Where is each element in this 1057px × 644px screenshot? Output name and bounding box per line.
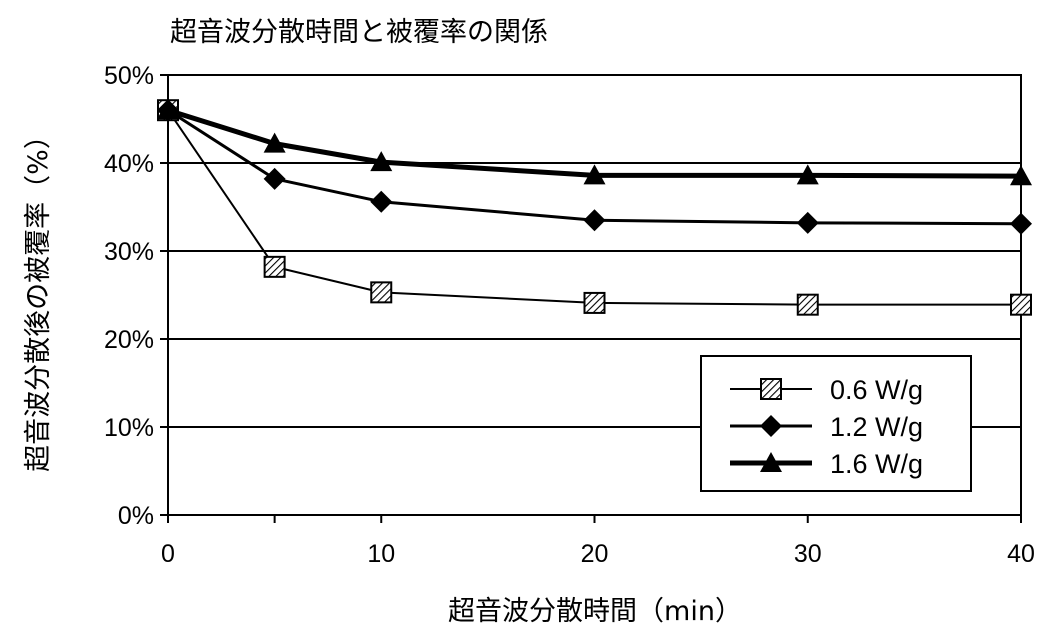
y-tick-label: 10% xyxy=(104,414,154,442)
data-point xyxy=(263,132,286,153)
series-line xyxy=(167,107,1022,179)
legend-label: 1.2 W/g xyxy=(830,412,923,442)
data-point xyxy=(583,291,606,314)
series-layer xyxy=(157,99,1032,316)
x-tick-label: 30 xyxy=(794,540,822,568)
legend-item: 1.6 W/g xyxy=(730,449,923,479)
data-point xyxy=(1010,293,1032,316)
data-point xyxy=(263,255,286,278)
legend-marker xyxy=(760,415,782,437)
legend-label: 1.6 W/g xyxy=(830,449,923,479)
data-point xyxy=(583,164,606,185)
data-point xyxy=(796,211,819,234)
x-axis-label: 超音波分散時間（min） xyxy=(448,596,742,627)
y-tick-labels: 0% 10% 20% 30% 40% 50% xyxy=(104,62,154,530)
data-point xyxy=(1010,212,1032,235)
series-2 xyxy=(157,99,1032,186)
legend-item: 1.2 W/g xyxy=(730,412,923,442)
data-point xyxy=(1010,165,1032,186)
y-tick-label: 30% xyxy=(104,238,154,266)
data-point xyxy=(583,209,606,232)
series-line xyxy=(167,109,1021,306)
x-tick-label: 0 xyxy=(161,540,175,568)
data-point xyxy=(796,293,819,316)
y-tick-label: 20% xyxy=(104,326,154,354)
series-0 xyxy=(157,99,1032,316)
data-point xyxy=(157,99,179,120)
legend-label: 0.6 W/g xyxy=(830,375,923,405)
legend-box xyxy=(700,355,972,492)
y-tick-label: 0% xyxy=(118,502,154,530)
y-tick-label: 50% xyxy=(104,62,154,90)
legend-marker xyxy=(760,452,782,472)
data-point xyxy=(370,190,393,213)
series-line xyxy=(167,108,1022,226)
x-tick-label: 10 xyxy=(367,540,395,568)
chart-title: 超音波分散時間と被覆率の関係 xyxy=(170,17,548,48)
data-point xyxy=(370,281,393,304)
y-tick-label: 40% xyxy=(104,150,154,178)
legend: 0.6 W/g 1.2 W/g 1.6 W/g xyxy=(700,355,972,492)
legend-marker xyxy=(760,378,782,400)
legend-item: 0.6 W/g xyxy=(730,375,923,405)
y-axis-label: 超音波分散後の被覆率（%） xyxy=(23,122,54,472)
x-tick-label: 40 xyxy=(1007,540,1035,568)
x-tick-labels: 0 10 20 30 40 xyxy=(161,540,1035,568)
x-tick-label: 20 xyxy=(581,540,609,568)
data-point xyxy=(263,167,286,190)
data-point xyxy=(796,164,819,185)
data-point xyxy=(370,151,393,172)
